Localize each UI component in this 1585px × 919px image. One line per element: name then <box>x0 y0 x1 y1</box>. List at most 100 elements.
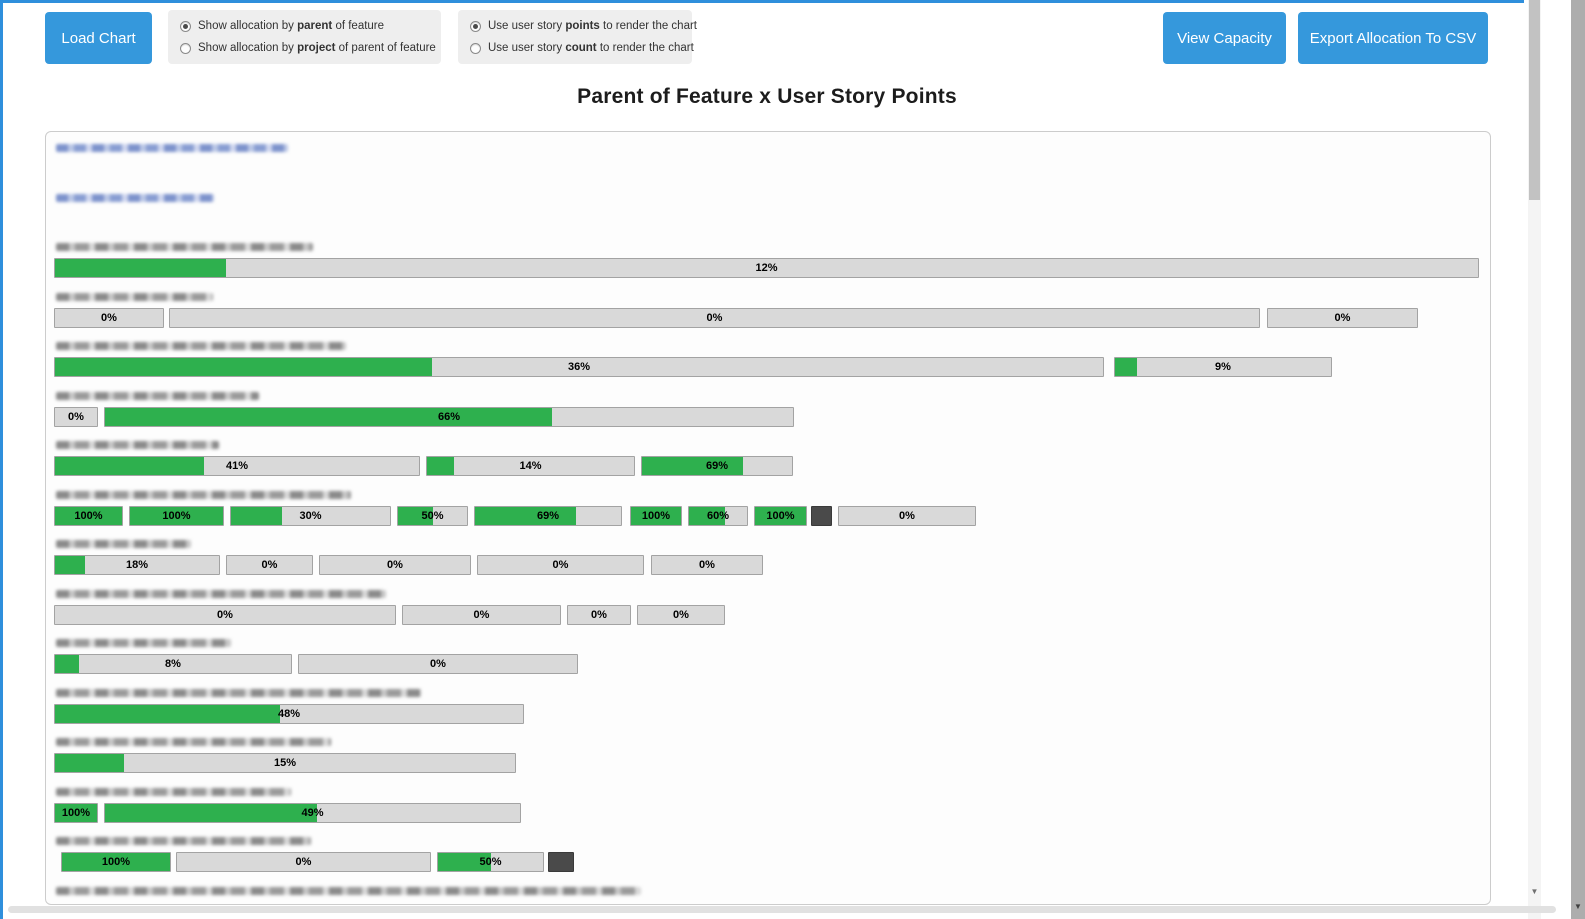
allocation-bar-value: 49% <box>301 806 324 819</box>
allocation-bar-fill <box>130 506 223 525</box>
radio-label: Use user story count to render the chart <box>488 42 694 54</box>
allocation-bar-value: 0% <box>899 509 915 522</box>
allocation-bar-fill <box>55 655 79 673</box>
allocation-bar: 100% <box>754 505 807 526</box>
redacted-row-label <box>56 490 351 499</box>
allocation-bar-value: 0% <box>261 559 278 571</box>
allocation-bar-value: 41% <box>225 460 249 472</box>
allocation-bar: 0% <box>637 604 725 625</box>
allocation-bar: 12% <box>54 258 1479 278</box>
allocation-bar-value: 12% <box>755 262 778 274</box>
allocation-bar-value: 0% <box>217 608 233 621</box>
allocation-bar-fill <box>631 506 681 525</box>
redacted-row-label <box>56 540 191 548</box>
vertical-scrollbar-thumb[interactable] <box>1529 0 1540 200</box>
allocation-bar: 0% <box>319 555 471 575</box>
chart-title: Parent of Feature x User Story Points <box>577 85 957 108</box>
allocation-bar: 49% <box>104 802 521 823</box>
allocation-bar-fill <box>55 704 280 723</box>
allocation-bar-value: 100% <box>766 509 795 522</box>
radio-selected-icon[interactable] <box>470 20 481 32</box>
allocation-bar: 0% <box>169 307 1260 328</box>
allocation-bar-value: 0% <box>552 559 569 571</box>
allocation-bar: 50% <box>437 852 544 872</box>
allocation-bar: 14% <box>426 456 635 476</box>
redacted-link[interactable] <box>56 144 288 152</box>
horizontal-scrollbar-thumb[interactable] <box>8 906 1556 913</box>
redacted-row-label <box>56 243 313 251</box>
allocation-bar-fill <box>398 506 433 525</box>
chart-panel: 12% 0% 0% 0% 36% 9% 0% 66% 41% 14% 69% 100% 100% 30% 5… <box>45 131 1491 905</box>
allocation-bar-fill <box>62 853 170 871</box>
allocation-bar-value: 9% <box>1215 361 1231 373</box>
allocation-bar: 0% <box>651 555 763 575</box>
redacted-row-label <box>56 688 421 697</box>
allocation-bar: 66% <box>104 406 794 427</box>
allocation-bar-overflow <box>548 852 574 872</box>
allocation-bar-fill <box>475 506 576 525</box>
allocation-bar: 100% <box>54 802 98 823</box>
allocation-bar-value: 0% <box>430 658 446 670</box>
redacted-row-label <box>56 787 291 796</box>
allocation-bar: 0% <box>838 505 976 526</box>
redacted-link[interactable] <box>56 193 214 202</box>
allocation-bar: 9% <box>1114 357 1332 377</box>
scroll-down-arrow-icon[interactable]: ▼ <box>1574 902 1582 911</box>
allocation-bar-fill <box>689 506 725 525</box>
allocation-bar: 0% <box>1267 307 1418 328</box>
allocation-bar-value: 50% <box>421 509 444 522</box>
allocation-bar-value: 18% <box>125 559 149 571</box>
allocation-bar: 0% <box>176 852 431 872</box>
radio-render-by-count[interactable]: Use user story count to render the chart <box>470 40 694 56</box>
vertical-scrollbar-track[interactable] <box>1528 0 1541 919</box>
allocation-bar-value: 0% <box>68 410 84 423</box>
allocation-bar-fill <box>642 457 743 475</box>
radio-label: Use user story points to render the char… <box>488 20 697 32</box>
allocation-bar-fill <box>55 754 124 772</box>
allocation-bar-value: 100% <box>641 509 671 522</box>
view-capacity-button[interactable]: View Capacity <box>1163 12 1286 64</box>
radio-unselected-icon[interactable] <box>180 42 191 54</box>
allocation-bar-fill <box>55 556 85 574</box>
allocation-bar-overflow <box>811 505 832 526</box>
radio-selected-icon[interactable] <box>180 20 191 32</box>
allocation-bar: 69% <box>641 456 793 476</box>
allocation-bar-value: 14% <box>519 460 542 472</box>
scroll-down-arrow-icon[interactable]: ▼ <box>1530 887 1539 896</box>
load-chart-button[interactable]: Load Chart <box>45 12 152 64</box>
export-allocation-csv-button[interactable]: Export Allocation To CSV <box>1298 12 1488 64</box>
radio-label: Show allocation by parent of feature <box>198 20 385 32</box>
window-frame-top <box>0 0 1524 3</box>
allocation-bar: 0% <box>477 555 644 575</box>
radio-allocation-by-project[interactable]: Show allocation by project of parent of … <box>180 40 436 56</box>
redacted-row-label <box>56 292 213 301</box>
allocation-bar: 15% <box>54 753 516 773</box>
redacted-row-label <box>56 391 259 400</box>
allocation-bar: 69% <box>474 505 622 526</box>
radio-label: Show allocation by project of parent of … <box>198 42 436 54</box>
allocation-bar-value: 0% <box>473 608 490 621</box>
allocation-bar-value: 100% <box>61 806 91 819</box>
allocation-bar-value: 30% <box>299 509 322 522</box>
allocation-bar: 50% <box>397 505 468 526</box>
allocation-bar-value: 0% <box>101 311 117 324</box>
radio-allocation-by-parent[interactable]: Show allocation by parent of feature <box>180 18 429 34</box>
redacted-row-label <box>56 738 331 746</box>
allocation-bar: 18% <box>54 555 220 575</box>
allocation-bar-value: 0% <box>591 608 607 621</box>
allocation-bar: 0% <box>402 604 561 625</box>
redacted-row-label <box>56 589 386 598</box>
allocation-bar: 36% <box>54 357 1104 377</box>
radio-unselected-icon[interactable] <box>470 42 481 54</box>
allocation-bar-value: 0% <box>699 559 715 571</box>
allocation-bar-value: 100% <box>74 509 103 522</box>
allocation-bar-fill <box>55 259 226 277</box>
radio-render-by-points[interactable]: Use user story points to render the char… <box>470 18 697 34</box>
window-edge-scrollbar[interactable] <box>1571 0 1585 919</box>
allocation-bar-fill <box>438 853 491 871</box>
allocation-bar-value: 36% <box>567 361 591 373</box>
allocation-bar: 100% <box>129 505 224 526</box>
allocation-bar-value: 50% <box>479 856 502 868</box>
allocation-bar: 41% <box>54 456 420 476</box>
allocation-bar-fill <box>427 457 454 475</box>
